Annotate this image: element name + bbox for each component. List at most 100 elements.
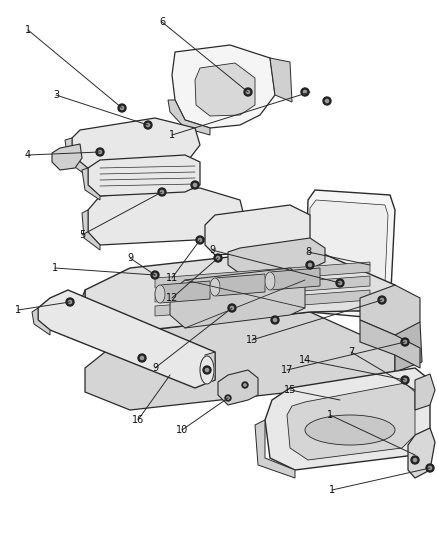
Circle shape [403, 341, 406, 344]
Circle shape [225, 395, 231, 401]
Polygon shape [170, 268, 305, 328]
Text: 14: 14 [299, 355, 311, 365]
Circle shape [247, 91, 250, 94]
Polygon shape [82, 210, 100, 250]
Polygon shape [218, 370, 258, 405]
Polygon shape [52, 144, 82, 170]
Polygon shape [415, 374, 435, 410]
Ellipse shape [305, 415, 395, 445]
Circle shape [68, 301, 71, 304]
Text: 1: 1 [169, 130, 175, 140]
Circle shape [411, 456, 419, 464]
Circle shape [216, 256, 219, 260]
Circle shape [120, 107, 124, 110]
Text: 3: 3 [53, 90, 59, 100]
Polygon shape [308, 200, 388, 312]
Circle shape [96, 148, 104, 156]
Circle shape [301, 88, 309, 96]
Circle shape [194, 183, 197, 187]
Circle shape [401, 338, 409, 346]
Circle shape [196, 236, 204, 244]
Polygon shape [360, 320, 420, 368]
Circle shape [118, 104, 126, 112]
Polygon shape [82, 168, 100, 200]
Circle shape [306, 261, 314, 269]
Polygon shape [85, 248, 395, 332]
Polygon shape [168, 100, 210, 135]
Circle shape [203, 366, 211, 374]
Circle shape [308, 263, 311, 266]
Polygon shape [88, 188, 245, 245]
Circle shape [403, 378, 406, 382]
Text: 9: 9 [209, 245, 215, 255]
Ellipse shape [265, 272, 275, 290]
Circle shape [160, 190, 164, 193]
Circle shape [413, 458, 417, 462]
Text: 1: 1 [327, 410, 333, 420]
Circle shape [138, 354, 146, 362]
Circle shape [151, 271, 159, 279]
Circle shape [323, 97, 331, 105]
Polygon shape [155, 262, 370, 288]
Polygon shape [38, 290, 215, 388]
Polygon shape [305, 190, 395, 318]
Text: 9: 9 [152, 363, 158, 373]
Text: 10: 10 [176, 425, 188, 435]
Text: 5: 5 [79, 230, 85, 240]
Circle shape [336, 279, 344, 287]
Circle shape [242, 382, 248, 388]
Polygon shape [155, 276, 370, 302]
Text: 4: 4 [25, 150, 31, 160]
Circle shape [244, 88, 252, 96]
Text: 1: 1 [329, 485, 335, 495]
Text: 13: 13 [246, 335, 258, 345]
Polygon shape [287, 383, 415, 460]
Polygon shape [155, 290, 370, 316]
Polygon shape [205, 352, 215, 384]
Polygon shape [205, 205, 310, 255]
Text: 8: 8 [305, 247, 311, 257]
Polygon shape [215, 274, 265, 296]
Text: 1: 1 [25, 25, 31, 35]
Circle shape [153, 273, 157, 277]
Circle shape [273, 318, 277, 321]
Polygon shape [88, 155, 200, 196]
Text: 7: 7 [348, 347, 354, 357]
Polygon shape [408, 428, 435, 478]
Circle shape [230, 306, 233, 310]
Text: 12: 12 [166, 293, 178, 303]
Polygon shape [270, 268, 320, 290]
Circle shape [378, 296, 386, 304]
Circle shape [428, 466, 431, 470]
Text: 16: 16 [132, 415, 144, 425]
Text: 15: 15 [284, 385, 296, 395]
Polygon shape [160, 281, 210, 303]
Polygon shape [78, 290, 130, 358]
Circle shape [426, 464, 434, 472]
Polygon shape [85, 312, 395, 410]
Circle shape [228, 304, 236, 312]
Polygon shape [360, 285, 420, 335]
Circle shape [141, 357, 144, 360]
Polygon shape [395, 310, 422, 372]
Circle shape [146, 124, 150, 127]
Circle shape [205, 368, 208, 372]
Ellipse shape [155, 285, 165, 303]
Ellipse shape [200, 356, 214, 384]
Circle shape [325, 99, 328, 102]
Polygon shape [255, 420, 295, 478]
Circle shape [66, 298, 74, 306]
Polygon shape [265, 368, 430, 470]
Polygon shape [270, 58, 292, 102]
Circle shape [214, 254, 222, 262]
Text: 6: 6 [159, 17, 165, 27]
Polygon shape [195, 63, 255, 116]
Text: 1: 1 [15, 305, 21, 315]
Circle shape [158, 188, 166, 196]
Circle shape [380, 298, 384, 302]
Text: 1: 1 [52, 263, 58, 273]
Circle shape [401, 376, 409, 384]
Polygon shape [228, 238, 325, 275]
Polygon shape [72, 118, 200, 170]
Circle shape [271, 316, 279, 324]
